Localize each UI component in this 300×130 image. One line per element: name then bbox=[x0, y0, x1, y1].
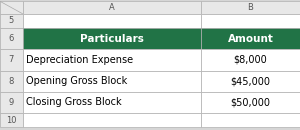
Text: B: B bbox=[248, 3, 254, 12]
Text: Depreciation Expense: Depreciation Expense bbox=[26, 55, 133, 65]
Bar bbox=[0, 49, 22, 71]
Bar bbox=[22, 28, 201, 49]
Bar bbox=[0, 71, 22, 92]
Text: A: A bbox=[109, 3, 115, 12]
Bar bbox=[22, 1, 201, 14]
Text: 5: 5 bbox=[9, 17, 14, 25]
Bar bbox=[0, 92, 22, 113]
Bar bbox=[201, 113, 300, 127]
Bar bbox=[201, 14, 300, 28]
Text: Particulars: Particulars bbox=[80, 34, 144, 44]
Text: 10: 10 bbox=[6, 116, 16, 125]
Text: $50,000: $50,000 bbox=[230, 97, 271, 107]
Text: $45,000: $45,000 bbox=[230, 76, 271, 86]
Bar bbox=[0, 113, 22, 127]
Bar bbox=[22, 92, 201, 113]
Bar bbox=[201, 49, 300, 71]
Bar bbox=[201, 28, 300, 49]
Bar bbox=[201, 92, 300, 113]
Bar bbox=[22, 71, 201, 92]
Bar bbox=[22, 49, 201, 71]
Text: Opening Gross Block: Opening Gross Block bbox=[26, 76, 127, 86]
Text: 8: 8 bbox=[9, 77, 14, 86]
Bar bbox=[0, 14, 22, 28]
Text: Amount: Amount bbox=[228, 34, 273, 44]
Text: 9: 9 bbox=[9, 98, 14, 107]
Bar bbox=[0, 1, 22, 14]
Bar bbox=[201, 1, 300, 14]
Bar bbox=[22, 14, 201, 28]
Text: $8,000: $8,000 bbox=[234, 55, 267, 65]
Text: 6: 6 bbox=[9, 34, 14, 43]
Bar bbox=[22, 113, 201, 127]
Bar bbox=[201, 71, 300, 92]
Text: 7: 7 bbox=[9, 56, 14, 64]
Bar bbox=[0, 28, 22, 49]
Text: Closing Gross Block: Closing Gross Block bbox=[26, 97, 122, 107]
